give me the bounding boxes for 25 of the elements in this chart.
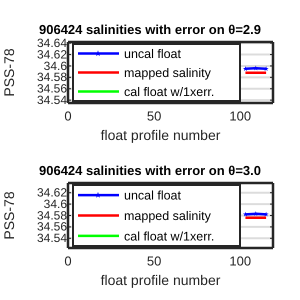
y-tick-label: 34.58	[36, 208, 68, 222]
x-tick-label: 50	[146, 108, 162, 124]
legend-label: cal float w/1xerr.	[124, 229, 214, 244]
y-tick-label: 34.62	[36, 47, 68, 62]
y-axis-title: PSS-78	[1, 48, 17, 97]
x-tick-label: 0	[64, 253, 72, 268]
legend-label: mapped salinity	[124, 66, 212, 80]
legend-label: uncal float	[124, 188, 182, 203]
legend-label: cal float w/1xerr.	[124, 85, 214, 99]
y-tick-label: 34.64	[36, 36, 68, 50]
x-tick-label: 100	[229, 108, 252, 124]
x-tick-label: 0	[64, 108, 72, 124]
chart-title: 906424 salinities with error on θ=3.0	[39, 163, 261, 178]
y-tick-label: 34.56	[36, 220, 68, 234]
x-tick-label: 100	[229, 253, 252, 268]
x-tick-label: 50	[146, 253, 162, 268]
y-tick-label: 34.6	[44, 58, 68, 73]
x-axis-title: float profile number	[100, 272, 221, 288]
legend-label: mapped salinity	[124, 209, 212, 223]
chart-title: 906424 salinities with error on θ=2.9	[39, 22, 261, 37]
y-axis-title: PSS-78	[1, 191, 17, 240]
y-tick-label: 34.54	[36, 231, 68, 246]
y-tick-label: 34.58	[36, 70, 68, 84]
x-axis-title: float profile number	[100, 127, 221, 143]
legend-label: uncal float	[124, 47, 182, 61]
